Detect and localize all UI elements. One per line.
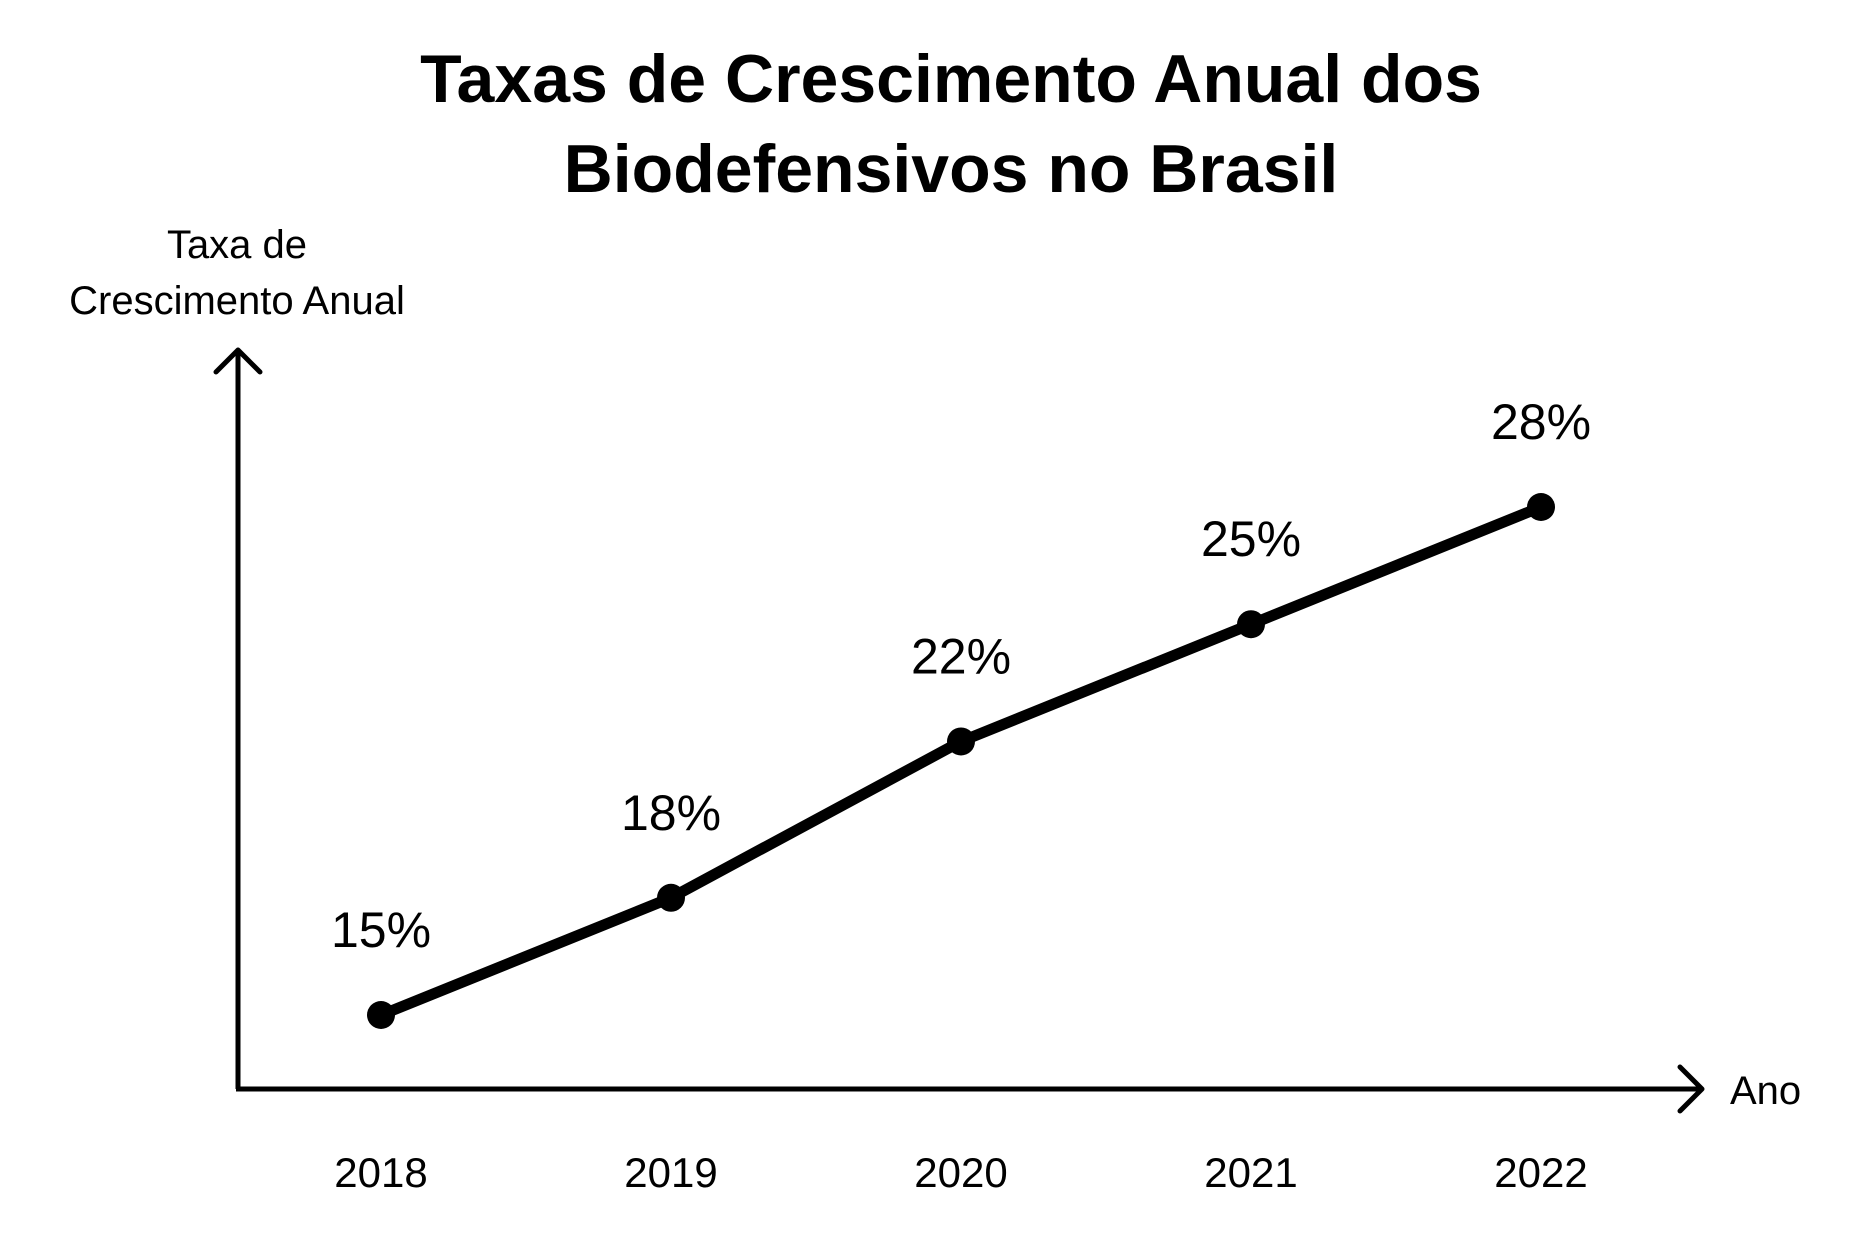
series-growth-rate: [375, 501, 1547, 1021]
data-label-2022: 28%: [1491, 394, 1591, 450]
x-tick-labels: 2018 2019 2020 2021 2022: [334, 1149, 1587, 1196]
chart-title-line-1: Taxas de Crescimento Anual dos: [420, 41, 1482, 117]
x-tick-label-2020: 2020: [914, 1149, 1007, 1196]
data-label-2018: 15%: [331, 902, 431, 958]
data-label-2020: 22%: [911, 628, 1011, 684]
data-point-2020: [947, 727, 975, 756]
y-axis-label: Taxa de Crescimento Anual: [69, 223, 405, 323]
data-point-2019: [657, 883, 685, 912]
y-axis: [213, 347, 263, 1089]
x-tick-label-2021: 2021: [1204, 1149, 1297, 1196]
data-point-2022: [1527, 493, 1555, 521]
data-point-2021: [1237, 610, 1265, 639]
series-line: [375, 501, 1547, 1021]
x-tick-label-2019: 2019: [624, 1149, 717, 1196]
chart-title-line-2: Biodefensivos no Brasil: [564, 131, 1339, 207]
y-axis-arrow-icon: [213, 347, 263, 375]
x-tick-label-2018: 2018: [334, 1149, 427, 1196]
data-labels: 15% 18% 22% 25% 28%: [331, 394, 1591, 958]
chart-title: Taxas de Crescimento Anual dos Biodefens…: [420, 41, 1482, 207]
data-points: [367, 493, 1555, 1029]
data-label-2019: 18%: [621, 785, 721, 841]
x-axis-label: Ano: [1730, 1069, 1801, 1113]
x-tick-label-2022: 2022: [1494, 1149, 1587, 1196]
y-axis-label-line-1: Taxa de: [167, 223, 307, 267]
data-label-2021: 25%: [1201, 511, 1301, 567]
y-axis-label-line-2: Crescimento Anual: [69, 279, 405, 323]
x-axis: Ano: [236, 1064, 1801, 1114]
data-point-2018: [367, 1001, 395, 1029]
x-axis-arrow-icon: [1677, 1064, 1705, 1114]
